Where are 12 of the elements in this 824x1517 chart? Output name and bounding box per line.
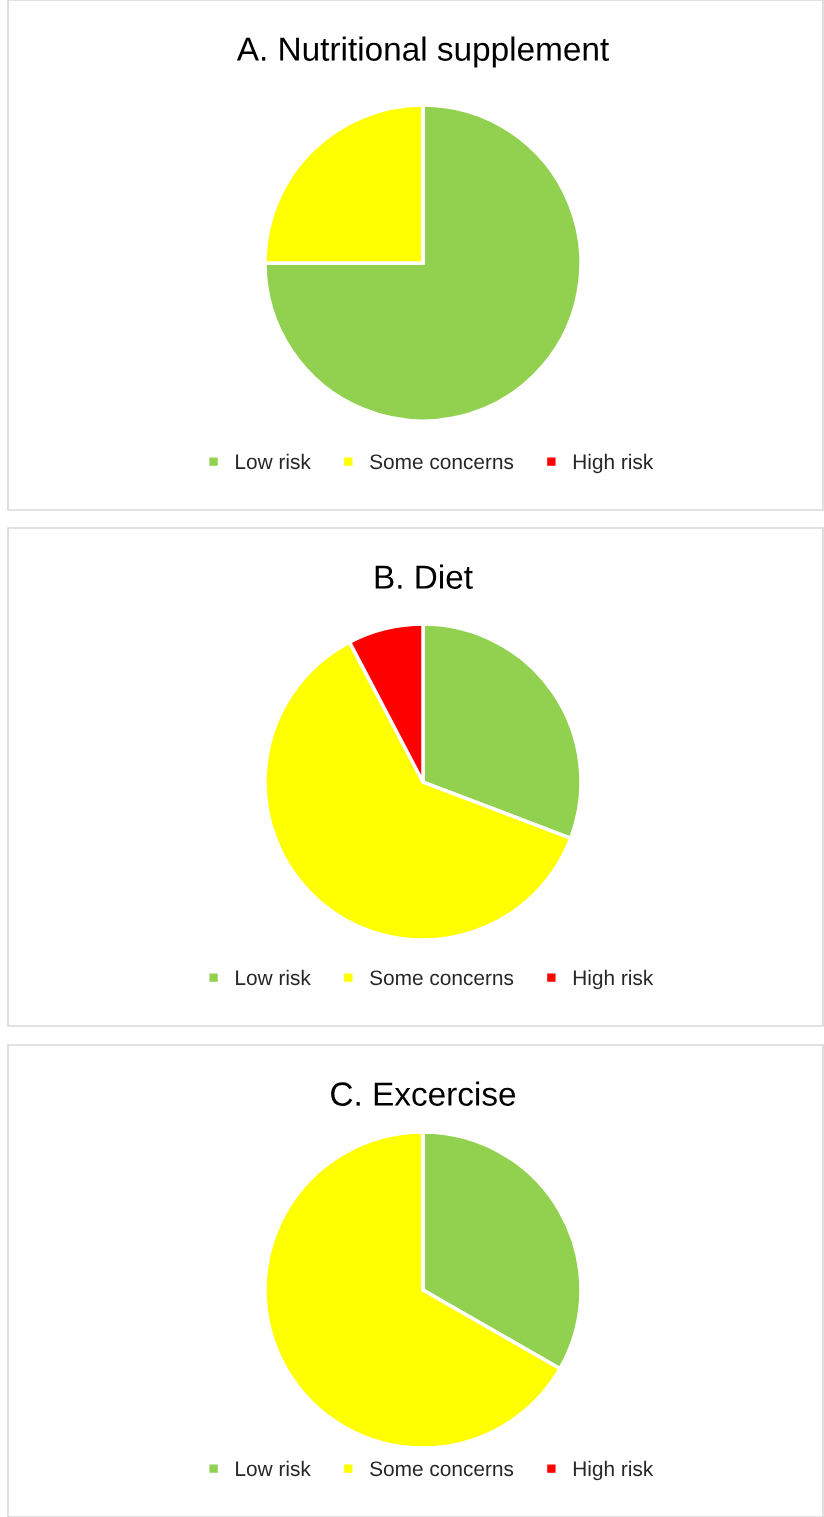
chart-title: C. Excercise bbox=[331, 1081, 516, 1106]
legend-label: Low risk bbox=[236, 453, 311, 470]
legend-label: High risk bbox=[573, 453, 654, 474]
legend-label: Low risk bbox=[236, 1460, 311, 1477]
legend-label: High risk bbox=[573, 1460, 654, 1481]
legend-label: Low risk bbox=[236, 969, 311, 986]
legend-label: Some concerns bbox=[370, 454, 514, 470]
chart-title: B. Diet bbox=[375, 564, 473, 589]
chart-title: A. Nutritional supplement bbox=[236, 36, 609, 68]
legend-label: Some concerns bbox=[370, 1461, 514, 1477]
legend-label: High risk bbox=[573, 969, 654, 990]
legend-label: Some concerns bbox=[370, 970, 514, 986]
